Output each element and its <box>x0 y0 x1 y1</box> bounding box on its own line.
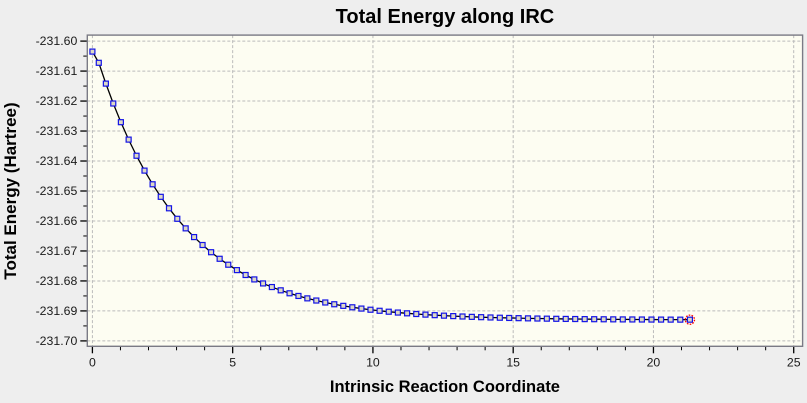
svg-text:-231.68: -231.68 <box>36 274 78 288</box>
svg-text:-231.64: -231.64 <box>36 154 78 168</box>
svg-text:0: 0 <box>89 355 96 369</box>
svg-text:20: 20 <box>647 355 661 369</box>
svg-text:-231.69: -231.69 <box>36 304 78 318</box>
svg-text:-231.65: -231.65 <box>36 184 78 198</box>
svg-text:25: 25 <box>787 355 801 369</box>
svg-text:-231.70: -231.70 <box>36 334 78 348</box>
svg-text:-231.66: -231.66 <box>36 214 78 228</box>
svg-text:-231.67: -231.67 <box>36 244 78 258</box>
svg-text:15: 15 <box>506 355 520 369</box>
svg-text:-231.60: -231.60 <box>36 34 78 48</box>
svg-text:-231.63: -231.63 <box>36 124 78 138</box>
svg-text:5: 5 <box>229 355 236 369</box>
svg-text:-231.62: -231.62 <box>36 94 78 108</box>
svg-text:10: 10 <box>366 355 380 369</box>
svg-text:-231.61: -231.61 <box>36 64 78 78</box>
